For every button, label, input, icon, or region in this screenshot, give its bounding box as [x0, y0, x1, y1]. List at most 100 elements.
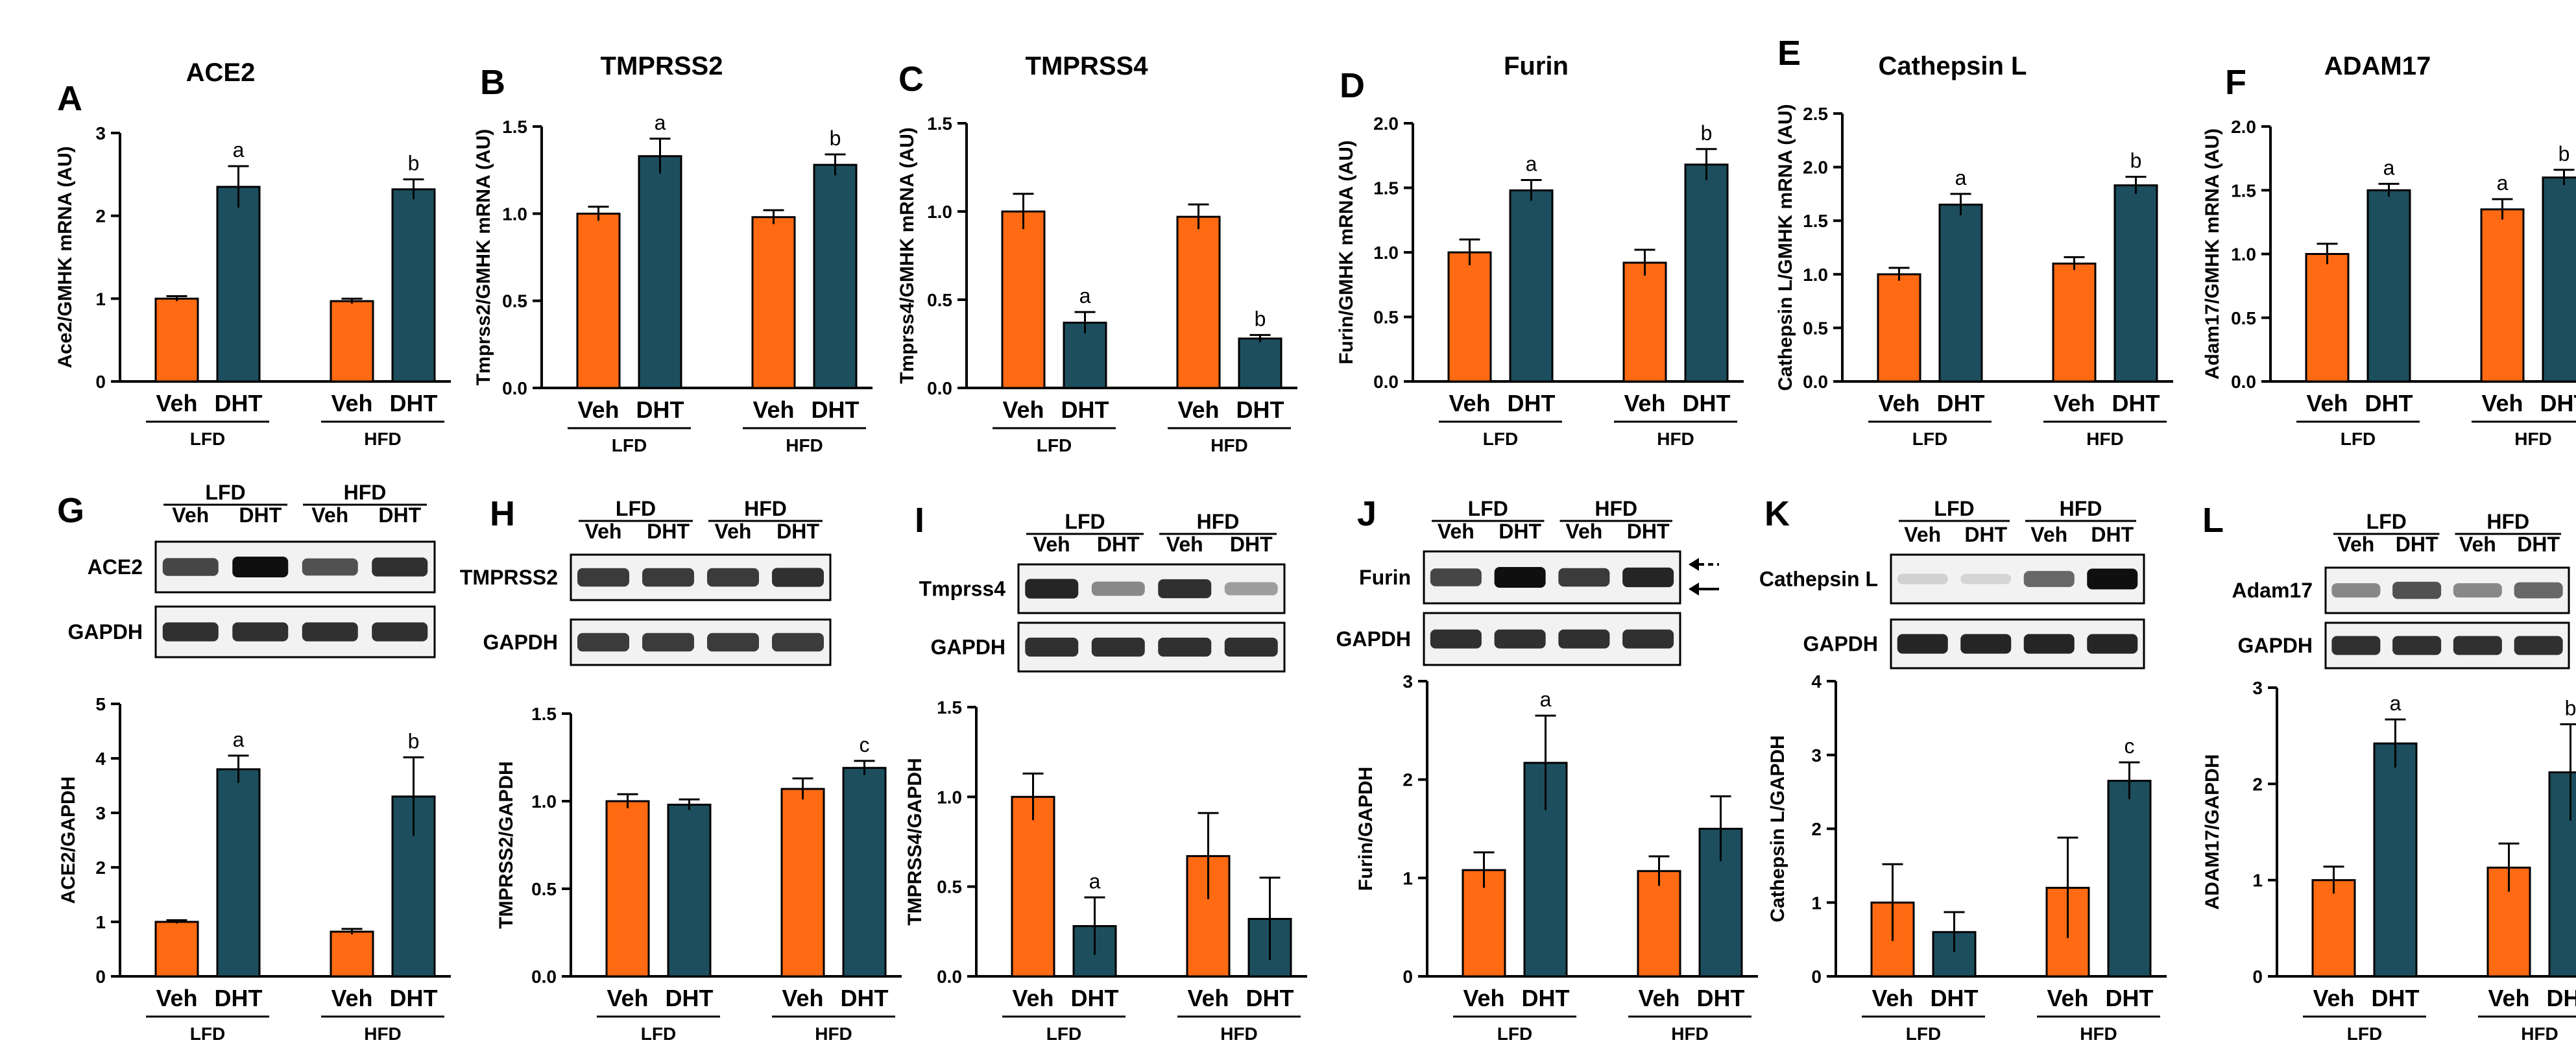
group-label: LFD — [1046, 1024, 1081, 1044]
category-label: Veh — [1449, 390, 1490, 416]
blot-band — [1225, 638, 1278, 657]
blot-lane-label: DHT — [1964, 523, 2007, 546]
category-label: DHT — [1683, 390, 1731, 416]
blot-band — [1430, 629, 1482, 648]
group-label: LFD — [1483, 429, 1518, 449]
category-label: DHT — [636, 396, 684, 423]
significance-label: a — [2390, 692, 2401, 715]
significance-label: a — [233, 728, 245, 751]
blot-row-label: GAPDH — [483, 631, 558, 654]
bar — [668, 804, 710, 976]
category-label: Veh — [156, 390, 197, 416]
y-tick-label: 1.5 — [531, 704, 557, 724]
category-label: Veh — [2306, 390, 2348, 416]
significance-label: a — [1079, 284, 1091, 307]
y-tick-label: 1.5 — [502, 117, 527, 137]
significance-label: c — [860, 733, 870, 756]
blot-band — [1158, 579, 1211, 598]
significance-label: b — [2130, 149, 2142, 172]
group-label: LFD — [2341, 429, 2376, 449]
category-label: DHT — [666, 985, 714, 1011]
y-axis-label: Tmprss2/GMHK mRNA (AU) — [473, 129, 494, 386]
blot-band — [1622, 568, 1674, 587]
y-tick-label: 0.0 — [927, 378, 952, 398]
blot-group-label: LFD — [2366, 510, 2407, 533]
category-label: Veh — [2047, 985, 2088, 1011]
y-tick-label: 0.5 — [1373, 307, 1399, 328]
category-label: DHT — [812, 396, 860, 423]
bar — [752, 217, 795, 388]
category-label: DHT — [390, 390, 438, 416]
group-label: LFD — [641, 1024, 676, 1044]
significance-label: a — [655, 111, 666, 134]
blot-band — [707, 633, 759, 651]
y-tick-label: 0.5 — [1803, 318, 1828, 338]
bar — [1940, 204, 1982, 381]
category-label: DHT — [1071, 985, 1119, 1011]
bar — [392, 189, 435, 381]
significance-label: b — [2558, 142, 2570, 165]
blot-lane-label: Veh — [2337, 533, 2374, 556]
blot-row-label: GAPDH — [67, 620, 143, 644]
blot-lane-label: DHT — [239, 503, 282, 527]
category-label: Veh — [1624, 390, 1665, 416]
category-label: DHT — [390, 985, 438, 1011]
bar — [1510, 190, 1552, 381]
category-label: DHT — [2372, 985, 2420, 1011]
bar — [156, 922, 198, 976]
y-tick-label: 5 — [95, 694, 106, 714]
y-tick-label: 1.0 — [1373, 243, 1399, 263]
blot-lane-label: Veh — [311, 503, 348, 527]
significance-label: b — [1255, 307, 1266, 330]
y-tick-label: 0 — [2252, 967, 2263, 987]
y-axis-label: TMPRSS4/GAPDH — [904, 758, 926, 925]
blot-lane-label: Veh — [1166, 533, 1203, 556]
blot-band — [232, 557, 288, 577]
blot-group-label: HFD — [2060, 497, 2102, 520]
blot-band — [1092, 638, 1145, 657]
significance-label: c — [2125, 734, 2135, 758]
blot-band — [1622, 629, 1674, 648]
y-tick-label: 0 — [95, 967, 106, 987]
y-tick-label: 0.0 — [502, 378, 527, 398]
y-tick-label: 0 — [95, 372, 106, 392]
y-axis-label: Cathepsin L/GMHK mRNA (AU) — [1775, 104, 1796, 391]
y-tick-label: 0 — [1811, 967, 1822, 987]
bar — [217, 769, 259, 976]
y-axis-label: Ace2/GMHK mRNA (AU) — [54, 146, 76, 368]
y-tick-label: 0.5 — [2231, 308, 2256, 328]
category-label: Veh — [1872, 985, 1913, 1011]
blot-band — [1960, 634, 2011, 653]
group-label: LFD — [1912, 429, 1947, 449]
blot-lane-label: DHT — [2091, 523, 2134, 546]
blot-row-label: GAPDH — [1803, 633, 1878, 656]
panel-letter: E — [1777, 34, 1801, 73]
group-label: HFD — [1671, 1024, 1709, 1044]
y-tick-label: 3 — [2252, 678, 2263, 698]
category-label: Veh — [1177, 396, 1219, 423]
blot-lane-label: Veh — [1565, 520, 1602, 543]
category-label: DHT — [1061, 396, 1109, 423]
group-label: LFD — [1497, 1024, 1532, 1044]
y-tick-label: 0 — [1402, 967, 1413, 987]
dashed-arrow-head-icon — [1689, 558, 1699, 571]
group-label: HFD — [2086, 429, 2124, 449]
chart-title: ACE2 — [186, 58, 256, 87]
category-label: Veh — [331, 390, 372, 416]
y-axis-label: Tmprss4/GMHK mRNA (AU) — [897, 127, 918, 384]
blot-lane-label: DHT — [2396, 533, 2438, 556]
category-label: DHT — [2106, 985, 2154, 1011]
significance-label: a — [2383, 156, 2395, 179]
group-label: HFD — [1220, 1024, 1258, 1044]
y-axis-label: ACE2/GAPDH — [58, 777, 79, 904]
bar — [2543, 178, 2576, 381]
category-label: Veh — [1002, 396, 1044, 423]
blot-band — [1558, 629, 1609, 648]
blot-group-label: LFD — [1468, 497, 1508, 520]
blot-row-label: GAPDH — [2237, 634, 2313, 657]
blot-band — [1158, 638, 1211, 657]
y-tick-label: 1.0 — [1803, 265, 1828, 285]
